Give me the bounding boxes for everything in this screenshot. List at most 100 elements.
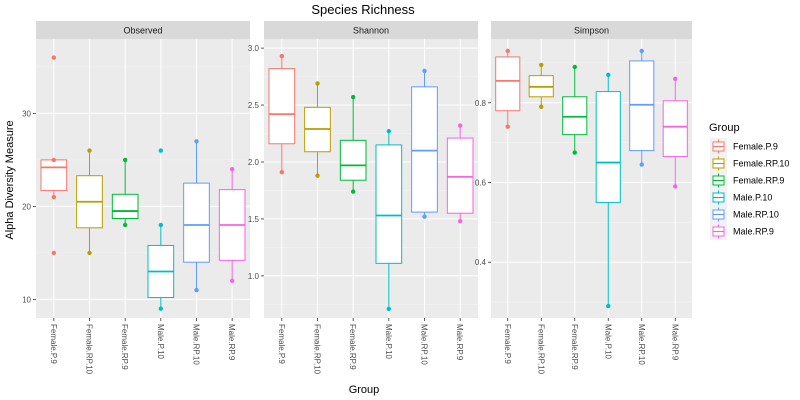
box-simpson-female-rp-10 — [528, 62, 554, 109]
data-point — [87, 250, 92, 256]
box-observed-male-rp-9 — [218, 167, 246, 283]
y-tick-label: 0.6 — [475, 178, 487, 187]
data-point — [457, 123, 463, 128]
panel-observed: Observed 10 20 30 Female.P.9 Female.RP.10 Fema… — [22, 21, 250, 375]
panel-background-simpson — [491, 39, 692, 318]
x-tick-label: Male.RP.9 — [455, 324, 464, 361]
box-observed-male-p-10 — [147, 148, 175, 311]
data-point — [386, 306, 392, 312]
panel-background-shannon — [264, 39, 478, 318]
data-point — [572, 64, 577, 70]
data-point — [229, 278, 235, 283]
legend-key-male-rp-9: Male.RP.9 — [710, 223, 774, 240]
data-point — [87, 148, 92, 153]
legend-key-male-p-10: Male.P.10 — [710, 189, 772, 206]
data-point — [572, 150, 577, 155]
x-tick-label: Female.RP.10 — [85, 324, 94, 375]
data-point — [350, 189, 356, 194]
legend-title: Group — [709, 122, 740, 134]
legend-label: Female.RP.9 — [733, 176, 784, 186]
data-point — [505, 124, 510, 129]
box-iqr — [339, 139, 367, 181]
box-simpson-female-rp-9 — [562, 64, 588, 155]
y-tick-label: 1.0 — [248, 272, 260, 281]
box-iqr — [268, 68, 296, 145]
legend-label: Male.RP.9 — [733, 227, 774, 237]
x-tick-label: Male.RP.9 — [227, 324, 236, 361]
data-point — [539, 104, 544, 109]
data-point — [122, 222, 128, 228]
data-point — [51, 250, 57, 256]
strip-label-observed: Observed — [123, 26, 162, 36]
x-tick-label: Female.RP.9 — [120, 324, 129, 370]
box-shannon-female-rp-9 — [339, 94, 367, 194]
data-point — [350, 94, 356, 100]
data-point — [158, 306, 164, 311]
legend: Group Female.P.9 Female.RP.10 Female.RP.9 M… — [709, 122, 789, 240]
data-point — [158, 148, 164, 153]
data-point — [505, 48, 510, 54]
data-point — [315, 173, 320, 178]
data-point — [194, 287, 199, 293]
box-observed-male-rp-10 — [183, 139, 210, 293]
box-shannon-male-p-10 — [375, 129, 403, 312]
facet-panels: Observed 10 20 30 Female.P.9 Female.RP.10 Fema… — [22, 21, 692, 375]
x-tick-label: Female.P.9 — [503, 324, 512, 364]
box-simpson-male-rp-9 — [662, 76, 688, 189]
x-tick-label: Male.RP.10 — [420, 324, 429, 365]
data-point — [122, 157, 128, 163]
legend-label: Female.RP.10 — [733, 159, 789, 169]
legend-label: Male.RP.10 — [733, 210, 779, 220]
box-iqr — [446, 137, 474, 214]
y-tick-label: 0.4 — [475, 258, 487, 267]
y-tick-label: 3.0 — [248, 44, 260, 53]
legend-key-female-p-9: Female.P.9 — [710, 138, 778, 155]
legend-key-male-rp-10: Male.RP.10 — [710, 206, 779, 223]
box-observed-female-rp-9 — [111, 157, 139, 228]
x-tick-label: Male.P.10 — [603, 324, 612, 360]
x-tick-label: Female.P.9 — [49, 324, 58, 364]
box-simpson-male-p-10 — [595, 72, 621, 309]
y-tick-label: 1.5 — [248, 215, 260, 224]
strip-shannon — [264, 21, 478, 39]
y-tick-label: 2.5 — [248, 101, 260, 110]
box-shannon-male-rp-10 — [411, 68, 438, 219]
data-point — [606, 303, 611, 309]
strip-simpson — [491, 21, 692, 39]
y-tick-label: 20 — [22, 202, 31, 211]
box-iqr — [495, 56, 521, 112]
box-iqr — [595, 91, 621, 203]
x-tick-label: Male.RP.10 — [192, 324, 201, 365]
x-tick-label: Female.RP.9 — [348, 324, 357, 370]
box-iqr — [662, 100, 688, 158]
data-point — [606, 72, 611, 78]
box-shannon-male-rp-9 — [446, 123, 474, 224]
data-point — [194, 139, 199, 144]
data-point — [639, 162, 644, 167]
y-axis-title: Alpha Diversity Measure — [4, 120, 16, 239]
data-point — [51, 194, 57, 200]
strip-label-simpson: Simpson — [574, 26, 609, 36]
data-point — [673, 184, 678, 189]
y-tick-label: 0.8 — [475, 99, 487, 108]
panel-simpson: Simpson 0.4 0.6 0.8 Female.P.9 Female.RP.10 Fe… — [475, 21, 692, 375]
x-tick-label: Male.P.10 — [384, 324, 393, 360]
data-point — [279, 170, 285, 175]
x-axis-title: Group — [349, 384, 380, 396]
data-point — [639, 48, 644, 54]
data-point — [673, 76, 678, 82]
x-tick-label: Male.P.10 — [156, 324, 165, 360]
box-shannon-female-p-9 — [268, 53, 296, 175]
data-point — [386, 129, 392, 134]
y-tick-label: 2.0 — [248, 158, 260, 167]
data-point — [158, 222, 164, 228]
data-point — [422, 214, 427, 219]
legend-key-female-rp-9: Female.RP.9 — [710, 172, 784, 189]
box-iqr — [411, 86, 438, 213]
data-point — [539, 62, 544, 68]
box-observed-female-rp-10 — [76, 148, 103, 256]
box-simpson-male-rp-10 — [629, 48, 655, 167]
x-tick-label: Female.RP.10 — [313, 324, 322, 375]
strip-label-shannon: Shannon — [353, 26, 389, 36]
legend-key-female-rp-10: Female.RP.10 — [710, 155, 789, 172]
